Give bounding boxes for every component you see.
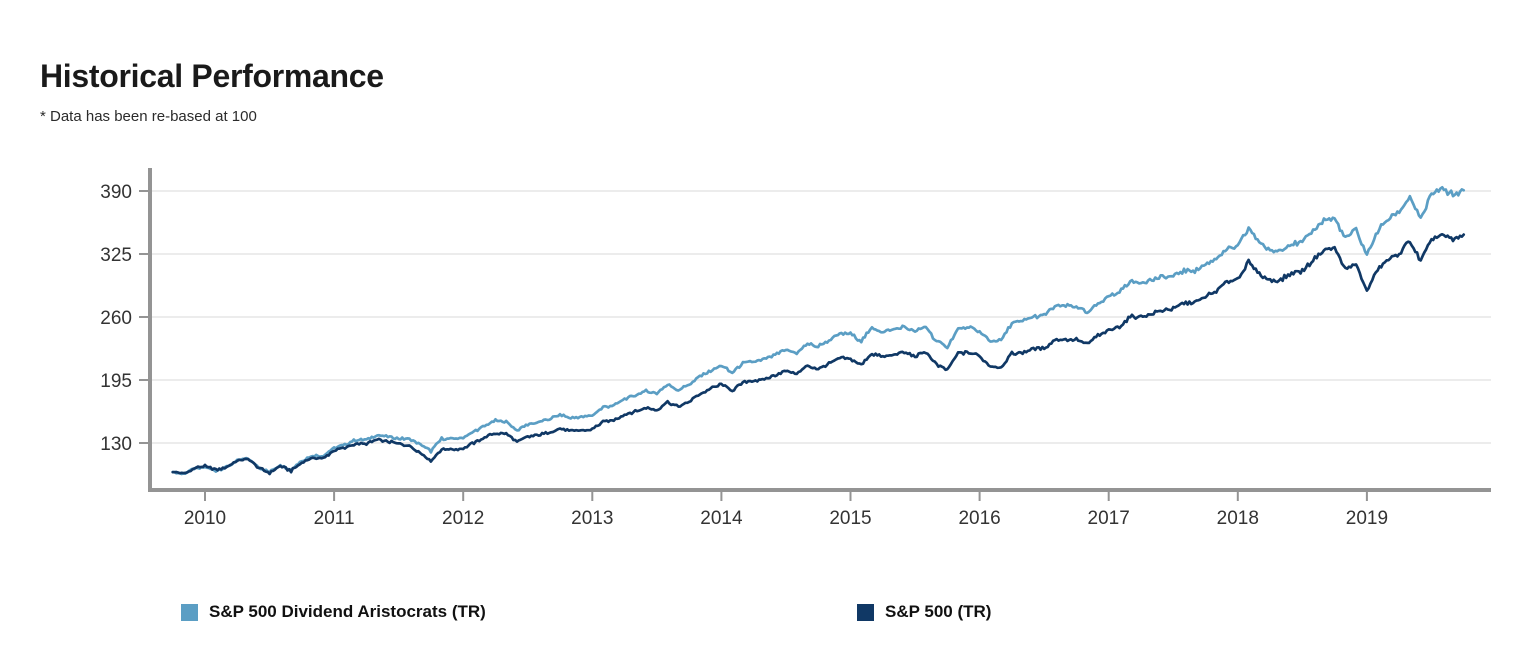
y-axis-tick-label: 390 [100,182,132,203]
y-axis-tick-label: 260 [100,308,132,329]
y-axis-tick-label: 130 [100,434,132,455]
x-axis-tick-label: 2013 [571,508,613,529]
legend-item-sp500: S&P 500 (TR) [857,602,991,622]
y-axis-tick-label: 325 [100,245,132,266]
legend-swatch [857,603,874,621]
x-axis-tick-label: 2015 [829,508,871,529]
chart-footnote: * Data has been re-based at 100 [40,108,257,125]
gridlines [152,190,1491,444]
y-axis-tick-label: 195 [100,371,132,392]
x-axis-tick-label: 2019 [1346,508,1388,529]
x-axis-tick-label: 2017 [1088,508,1130,529]
performance-chart: 130 195 260 325 390 2010 2011 2012 2013 2014 2015 2… [100,168,1491,529]
x-axis-tick-label: 2011 [314,508,355,529]
legend: S&P 500 Dividend Aristocrats (TR) S&P 500… [0,602,1532,632]
legend-label: S&P 500 (TR) [885,602,992,621]
legend-label: S&P 500 Dividend Aristocrats (TR) [209,602,486,621]
legend-item-dividend-aristocrats: S&P 500 Dividend Aristocrats (TR) [181,602,486,622]
x-axis-tick-label: 2012 [442,508,484,529]
axes [139,168,1491,501]
series-line-sp500 [171,232,1466,476]
page-title: Historical Performance [40,58,384,94]
x-axis-tick-label: 2010 [184,508,226,529]
x-axis-tick-label: 2018 [1217,508,1259,529]
x-axis-tick-label: 2016 [958,508,1000,529]
x-axis-tick-label: 2014 [700,508,743,529]
legend-swatch [181,603,198,621]
series-line-dividend-aristocrats [171,185,1466,476]
